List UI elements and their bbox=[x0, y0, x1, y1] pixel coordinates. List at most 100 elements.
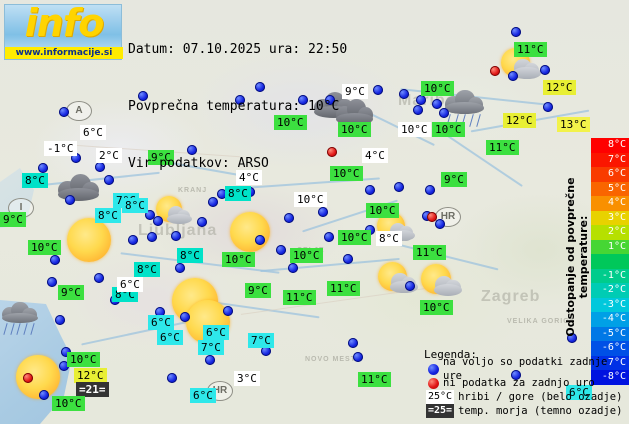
color-scale-row-9: -1°C bbox=[591, 268, 629, 283]
station-dot[interactable] bbox=[180, 312, 190, 322]
temperature-label: 10°C bbox=[52, 396, 85, 411]
station-dot[interactable] bbox=[47, 277, 57, 287]
station-dot[interactable] bbox=[255, 82, 265, 92]
station-dot[interactable] bbox=[276, 245, 286, 255]
station-dot[interactable] bbox=[205, 355, 215, 365]
station-dot[interactable] bbox=[261, 346, 271, 356]
temperature-label: 9°C bbox=[0, 212, 26, 227]
station-dot[interactable] bbox=[416, 95, 426, 105]
station-dot[interactable] bbox=[55, 315, 65, 325]
temperature-label: 11°C bbox=[327, 281, 360, 296]
station-dot[interactable] bbox=[405, 281, 415, 291]
rain-streak bbox=[468, 113, 474, 127]
temperature-label: 10°C bbox=[420, 300, 453, 315]
logo-url: www.informacije.si bbox=[5, 47, 123, 59]
station-dot-no-data[interactable] bbox=[23, 373, 33, 383]
city-label: Ljubljana bbox=[138, 222, 217, 240]
station-dot[interactable] bbox=[187, 145, 197, 155]
station-dot-no-data[interactable] bbox=[427, 212, 437, 222]
station-dot[interactable] bbox=[171, 231, 181, 241]
station-dot[interactable] bbox=[353, 352, 363, 362]
station-dot[interactable] bbox=[298, 95, 308, 105]
station-dot[interactable] bbox=[59, 361, 69, 371]
color-scale-row-0: 8°C bbox=[591, 138, 629, 153]
cloud-puff bbox=[513, 67, 541, 79]
color-scale-row-10: -2°C bbox=[591, 283, 629, 298]
station-dot-no-data[interactable] bbox=[327, 147, 337, 157]
site-logo[interactable]: info www.informacije.si bbox=[4, 1, 123, 60]
station-dot[interactable] bbox=[155, 307, 165, 317]
color-scale-row-3: 5°C bbox=[591, 181, 629, 196]
temperature-label: 6°C bbox=[190, 388, 216, 403]
station-dot[interactable] bbox=[175, 263, 185, 273]
station-dot[interactable] bbox=[567, 333, 577, 343]
station-dot[interactable] bbox=[365, 185, 375, 195]
station-dot[interactable] bbox=[399, 89, 409, 99]
station-dot[interactable] bbox=[167, 373, 177, 383]
station-dot[interactable] bbox=[38, 163, 48, 173]
station-dot[interactable] bbox=[343, 254, 353, 264]
station-dot[interactable] bbox=[208, 197, 218, 207]
station-dot[interactable] bbox=[540, 65, 550, 75]
station-dot[interactable] bbox=[511, 27, 521, 37]
station-dot[interactable] bbox=[511, 370, 521, 380]
station-dot[interactable] bbox=[348, 338, 358, 348]
temperature-label: =21= bbox=[76, 382, 109, 397]
temperature-label: 6°C bbox=[157, 330, 183, 345]
station-dot[interactable] bbox=[318, 207, 328, 217]
station-dot[interactable] bbox=[284, 213, 294, 223]
station-dot[interactable] bbox=[65, 195, 75, 205]
station-dot[interactable] bbox=[425, 185, 435, 195]
red-dot-icon bbox=[428, 377, 439, 389]
sun-cloud-icon bbox=[421, 264, 467, 299]
station-dot[interactable] bbox=[439, 108, 449, 118]
station-dot[interactable] bbox=[104, 175, 114, 185]
station-dot[interactable] bbox=[432, 99, 442, 109]
temperature-label: 10°C bbox=[294, 192, 327, 207]
temperature-label: 10°C bbox=[274, 115, 307, 130]
temperature-label: 11°C bbox=[514, 42, 547, 57]
station-dot[interactable] bbox=[94, 273, 104, 283]
station-dot[interactable] bbox=[435, 219, 445, 229]
temperature-label: 6°C bbox=[80, 125, 106, 140]
station-dot[interactable] bbox=[413, 105, 423, 115]
legend: Legenda: na voljo so podatki zadnje ure n… bbox=[424, 348, 629, 418]
station-dot[interactable] bbox=[50, 255, 60, 265]
station-dot[interactable] bbox=[39, 390, 49, 400]
station-dot[interactable] bbox=[255, 235, 265, 245]
color-scale-row-8 bbox=[591, 254, 629, 269]
station-dot[interactable] bbox=[508, 71, 518, 81]
station-dot[interactable] bbox=[128, 235, 138, 245]
temperature-label: 8°C bbox=[177, 248, 203, 263]
cloud-overcast-icon bbox=[56, 170, 102, 203]
station-dot[interactable] bbox=[223, 306, 233, 316]
station-dot[interactable] bbox=[59, 107, 69, 117]
station-dot[interactable] bbox=[197, 217, 207, 227]
station-dot[interactable] bbox=[61, 347, 71, 357]
station-dot[interactable] bbox=[235, 95, 245, 105]
station-dot[interactable] bbox=[138, 91, 148, 101]
station-dot[interactable] bbox=[325, 95, 335, 105]
station-dot[interactable] bbox=[394, 182, 404, 192]
temperature-label: 10°C bbox=[338, 122, 371, 137]
station-dot[interactable] bbox=[145, 210, 155, 220]
color-scale-row-12: -4°C bbox=[591, 312, 629, 327]
temperature-label: 11°C bbox=[358, 372, 391, 387]
station-dot[interactable] bbox=[217, 189, 227, 199]
blue-dot-icon bbox=[428, 363, 439, 375]
legend-item: 25°C hribi / gore (belo ozadje) bbox=[424, 390, 629, 404]
station-dot[interactable] bbox=[95, 162, 105, 172]
station-dot[interactable] bbox=[288, 263, 298, 273]
rain-streak bbox=[3, 323, 8, 336]
color-scale-row-15: -7°C bbox=[591, 355, 629, 370]
station-dot[interactable] bbox=[373, 85, 383, 95]
station-dot[interactable] bbox=[324, 232, 334, 242]
station-dot[interactable] bbox=[153, 216, 163, 226]
legend-item-label: temp. morja (temno ozadje) bbox=[458, 405, 623, 417]
station-dot[interactable] bbox=[543, 102, 553, 112]
station-dot[interactable] bbox=[71, 153, 81, 163]
temperature-label: 6°C bbox=[117, 277, 143, 292]
station-dot-no-data[interactable] bbox=[490, 66, 500, 76]
color-scale-row-6: 2°C bbox=[591, 225, 629, 240]
station-dot[interactable] bbox=[147, 232, 157, 242]
